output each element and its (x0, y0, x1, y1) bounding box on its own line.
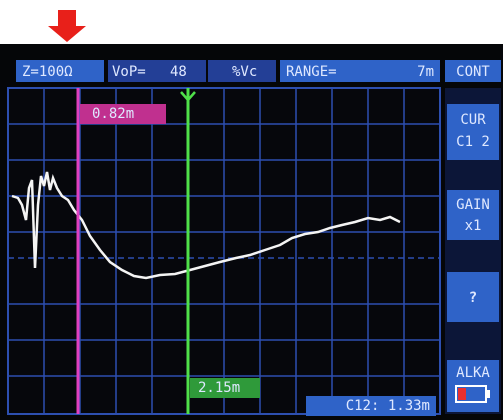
vop-unit: %Vc (232, 64, 257, 80)
cursor-selection: C1 2 (456, 134, 490, 150)
cursor-label: CUR (460, 112, 486, 128)
vop-label: VoP= (112, 64, 146, 80)
device-screen-photo: Z=100Ω VoP= 48 %Vc RANGE= 7m CONT 0.82m … (0, 0, 503, 420)
gain-value: x1 (465, 218, 482, 234)
cursor-1-position: 0.82m (92, 106, 134, 122)
gain-label: GAIN (456, 197, 490, 213)
battery-type: ALKA (456, 365, 490, 381)
cursor-2-position: 2.15m (198, 380, 240, 396)
impedance: Z=100Ω (22, 64, 73, 80)
range-value: 7m (417, 64, 434, 80)
range-label: RANGE= (286, 64, 337, 80)
help: ? (469, 290, 477, 306)
vop-value: 48 (170, 64, 187, 80)
cursor-difference: C12: 1.33m (346, 398, 430, 414)
red-arrow (48, 10, 86, 42)
mode: CONT (456, 64, 490, 80)
